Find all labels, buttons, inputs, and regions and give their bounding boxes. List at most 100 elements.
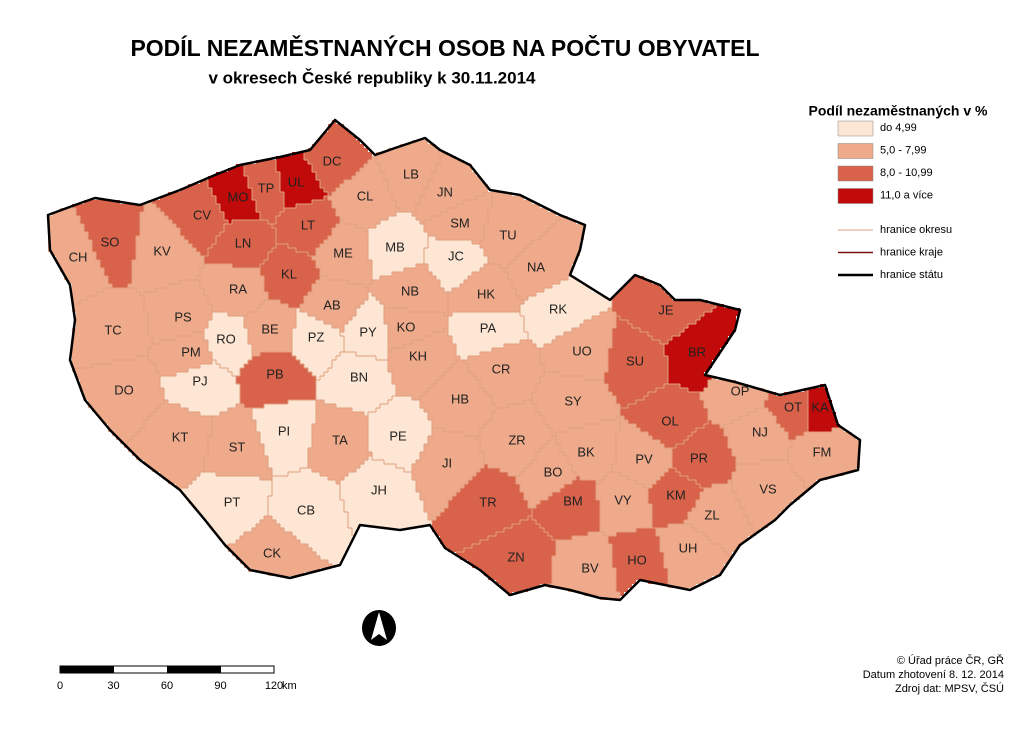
- district-area: [376, 140, 444, 212]
- district-code: UO: [572, 343, 592, 358]
- district-code: RA: [229, 281, 247, 296]
- district-code: BN: [350, 369, 368, 384]
- subtitle: v okresech České republiky k 30.11.2014: [208, 68, 536, 87]
- district-area: [424, 236, 488, 292]
- district-area: [520, 276, 612, 348]
- legend-label: hranice státu: [880, 269, 943, 281]
- district-area: [228, 516, 332, 576]
- district-area: [160, 360, 240, 416]
- district-code: SU: [626, 353, 644, 368]
- district-area: [612, 416, 672, 488]
- district-area: [532, 372, 620, 436]
- district-code: ZL: [704, 507, 719, 522]
- credits: © Úřad práce ČR, GŘ Datum zhotovení 8. 12…: [863, 654, 1004, 695]
- district-area: [808, 384, 840, 432]
- district-area: [204, 404, 272, 480]
- district-code: HK: [477, 286, 495, 301]
- district-area: [608, 528, 668, 596]
- district-code: LT: [301, 217, 315, 232]
- district-area: [700, 376, 768, 428]
- district-code: JE: [658, 302, 674, 317]
- scale-label: 60: [161, 680, 173, 692]
- scale-label: 90: [214, 680, 226, 692]
- district-code: MO: [228, 189, 249, 204]
- legend-label: hranice kraje: [880, 246, 943, 258]
- district-area: [48, 208, 112, 304]
- legend-swatch: [837, 188, 874, 204]
- district-code: BK: [577, 444, 595, 459]
- district-code: KH: [409, 348, 427, 363]
- credit-line: © Úřad práce ČR, GŘ: [897, 654, 1004, 667]
- district-area: [548, 532, 620, 600]
- district-area: [732, 460, 808, 532]
- district-code: OT: [784, 399, 802, 414]
- legend-label: 11,0 a více: [880, 189, 933, 201]
- district-code: TP: [258, 180, 275, 195]
- district-code: RK: [549, 301, 567, 316]
- district-code: SY: [564, 393, 582, 408]
- district-area: [208, 164, 260, 224]
- legend-swatch: [837, 120, 874, 137]
- district-area: [612, 276, 716, 344]
- district-code: PY: [359, 324, 377, 339]
- district-area: [476, 400, 552, 476]
- district-area: [272, 196, 340, 256]
- district-code: HB: [451, 391, 469, 406]
- district-code: MB: [385, 239, 405, 254]
- district-code: FM: [813, 444, 832, 459]
- scale-label: 30: [107, 680, 119, 692]
- district-area: [412, 428, 484, 520]
- district-area: [128, 200, 204, 296]
- district-area: [316, 352, 396, 416]
- credit-line: Zdroj dat: MPSV, ČSÚ: [895, 682, 1004, 695]
- district-code: VS: [759, 481, 777, 496]
- district-code: CB: [297, 502, 315, 517]
- district-area: [328, 156, 400, 232]
- district-area: [268, 468, 352, 568]
- scale-segment: [167, 666, 221, 673]
- district-area: [504, 216, 584, 300]
- district-area: [308, 400, 372, 484]
- district-borders: [72, 152, 840, 596]
- district-code: PA: [480, 320, 497, 335]
- district-code: TC: [104, 322, 121, 337]
- legend-label: hranice okresu: [880, 224, 952, 236]
- district-code: KL: [281, 266, 297, 281]
- district-code: CH: [69, 249, 88, 264]
- district-area: [540, 308, 616, 380]
- legend-swatch: [837, 165, 874, 182]
- legend-swatch: [837, 143, 874, 159]
- district-code: ZN: [507, 549, 524, 564]
- district-code: HO: [627, 552, 647, 567]
- district-area: [368, 264, 448, 316]
- district-area: [384, 308, 448, 352]
- district-area: [304, 120, 372, 196]
- district-labels: MO UL TP DC CV LN LT SO CH KV KL ME CL LB JN SM MB JC TU NA…: [69, 153, 832, 575]
- district-code: CK: [263, 545, 281, 560]
- district-code: BO: [544, 464, 563, 479]
- district-code: KM: [666, 487, 686, 502]
- district-area: [648, 468, 704, 528]
- district-code: JN: [437, 184, 453, 199]
- district-code: VY: [614, 492, 632, 507]
- district-area: [300, 276, 368, 332]
- district-code: UH: [679, 540, 698, 555]
- scale-label: 0: [57, 680, 63, 692]
- district-code: PZ: [308, 329, 325, 344]
- district-area: [448, 264, 524, 316]
- district-code: PV: [635, 451, 653, 466]
- district-area: [664, 304, 740, 392]
- district-code: KA: [811, 399, 829, 414]
- district-area: [260, 244, 320, 308]
- district-area: [244, 160, 284, 224]
- credit-line: Datum zhotovení 8. 12. 2014: [863, 669, 1004, 681]
- district-code: PM: [181, 344, 201, 359]
- title: PODÍL NEZAMĚSTNANÝCH OSOB NA POČTU OBYVA…: [130, 34, 759, 61]
- district-area: [412, 152, 488, 224]
- district-area: [72, 200, 144, 288]
- district-code: CL: [357, 188, 374, 203]
- district-area: [684, 480, 756, 556]
- scale-unit: km: [282, 680, 297, 692]
- district-area: [144, 280, 212, 344]
- scale-label: 120: [265, 680, 283, 692]
